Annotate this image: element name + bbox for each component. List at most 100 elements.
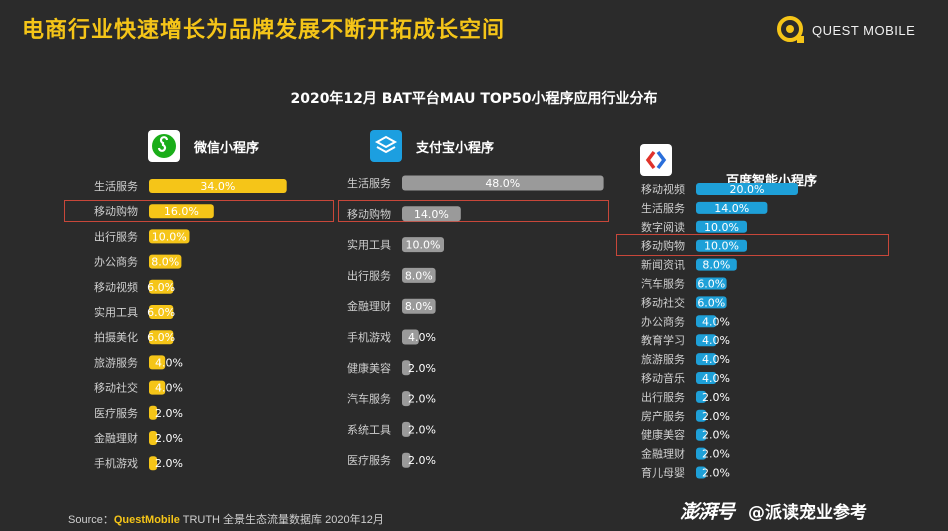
baidu-value-label: 2.0% (702, 467, 730, 480)
source-brand: QuestMobile (113, 514, 180, 526)
questmobile-brand: QUEST MOBILE (776, 15, 915, 45)
wechat-highlight-box (64, 200, 334, 222)
baidu-value-label: 2.0% (702, 429, 730, 442)
wechat-panel-header: 微信小程序 (148, 130, 259, 162)
questmobile-logo-icon (777, 16, 804, 43)
wechat-value-label: 34.0% (200, 180, 235, 193)
alipay-category-label: 实用工具 (347, 238, 391, 252)
wechat-value-label: 2.0% (155, 407, 183, 420)
page-title: 电商行业快速增长为品牌发展不断开拓成长空间 (22, 18, 506, 43)
baidu-bar (696, 220, 747, 233)
baidu-bar (696, 296, 727, 309)
wechat-category-label: 拍摄美化 (94, 330, 138, 344)
baidu-bar (696, 466, 707, 479)
baidu-bar (696, 409, 707, 422)
baidu-bar (696, 334, 717, 347)
baidu-category-label: 移动购物 (641, 239, 685, 253)
wechat-value-label: 16.0% (164, 205, 199, 218)
alipay-panel-header: 支付宝小程序 (370, 130, 494, 162)
source-detail: TRUTH 全景生态流量数据库 2020年12月 (179, 514, 384, 526)
wechat-category-label: 金融理财 (94, 431, 138, 445)
baidu-category-label: 健康美容 (641, 428, 685, 442)
alipay-value-label: 2.0% (408, 423, 436, 436)
wechat-bar (149, 279, 174, 294)
wechat-miniprogram-icon (148, 130, 180, 162)
alipay-category-label: 汽车服务 (347, 392, 391, 406)
baidu-bar (696, 447, 707, 460)
wechat-value-label: 6.0% (147, 331, 175, 344)
alipay-panel-title: 支付宝小程序 (416, 140, 495, 156)
wechat-category-label: 移动购物 (94, 204, 138, 218)
baidu-category-label: 教育学习 (641, 333, 685, 347)
wechat-bar (149, 380, 166, 395)
baidu-bar (696, 277, 727, 290)
wechat-bar (149, 431, 158, 445)
alipay-category-label: 出行服务 (347, 268, 391, 282)
alipay-miniprogram-icon (370, 130, 402, 162)
wechat-value-label: 6.0% (147, 281, 175, 294)
wechat-bar (149, 179, 287, 193)
alipay-bar (402, 452, 411, 468)
alipay-bar (402, 421, 411, 437)
alipay-highlight-box (338, 200, 609, 222)
baidu-value-label: 14.0% (714, 202, 749, 215)
alipay-value-label: 14.0% (414, 208, 449, 221)
wechat-bar-chart: 生活服务 34.0% 移动购物 16.0% 出行服务 10.0% 办公商务 8.0% 移动视频 6… (94, 179, 287, 471)
wechat-category-label: 旅游服务 (94, 355, 138, 369)
wechat-bar (149, 305, 174, 319)
wechat-category-label: 移动社交 (94, 381, 138, 395)
baidu-bar (696, 258, 737, 271)
baidu-value-label: 8.0% (702, 259, 730, 272)
baidu-category-label: 金融理财 (641, 447, 685, 461)
alipay-category-label: 系统工具 (347, 423, 391, 436)
source-footer: Source：QuestMobile TRUTH 全景生态流量数据库 2020年… (68, 511, 384, 527)
alipay-bar (402, 391, 411, 407)
baidu-bar (696, 315, 717, 328)
baidu-bar (696, 353, 717, 366)
baidu-value-label: 10.0% (704, 240, 739, 253)
wechat-value-label: 10.0% (152, 230, 187, 243)
baidu-value-label: 2.0% (702, 391, 730, 404)
source-prefix: Source： (68, 514, 114, 526)
alipay-category-label: 健康美容 (347, 361, 391, 375)
alipay-value-label: 2.0% (408, 362, 436, 375)
baidu-category-label: 汽车服务 (641, 277, 685, 291)
wechat-bar (149, 229, 190, 244)
wechat-bar (149, 405, 158, 420)
alipay-value-label: 48.0% (485, 177, 520, 190)
baidu-category-label: 办公商务 (641, 314, 685, 328)
baidu-category-label: 移动社交 (641, 295, 685, 309)
baidu-value-label: 10.0% (704, 221, 739, 234)
baidu-value-label: 6.0% (697, 296, 725, 309)
alipay-value-label: 4.0% (408, 331, 436, 344)
watermark-logo: 澎湃号 (680, 501, 735, 523)
baidu-value-label: 6.0% (697, 278, 725, 291)
alipay-bar (402, 298, 436, 314)
baidu-bar (696, 239, 747, 252)
baidu-value-label: 4.0% (702, 334, 730, 347)
wechat-bar (149, 355, 166, 370)
alipay-category-label: 金融理财 (347, 299, 391, 313)
alipay-value-label: 8.0% (405, 269, 433, 282)
baidu-category-label: 新闻资讯 (641, 258, 685, 272)
baidu-bar (696, 372, 717, 384)
baidu-category-label: 育儿母婴 (641, 466, 685, 480)
alipay-value-label: 8.0% (405, 300, 433, 313)
baidu-bar-chart: 移动视频 20.0% 生活服务 14.0% 数字阅读 10.0% 移动购物 10.0% 新闻资讯… (641, 182, 798, 480)
alipay-value-label: 10.0% (406, 239, 441, 252)
watermark: 澎湃号 @派读宠业参考 (680, 497, 867, 524)
wechat-value-label: 6.0% (147, 306, 175, 319)
alipay-value-label: 2.0% (408, 454, 436, 467)
wechat-bar (149, 456, 158, 471)
wechat-bar (149, 330, 174, 345)
baidu-category-label: 数字阅读 (641, 220, 685, 234)
baidu-bar (696, 428, 707, 441)
baidu-value-label: 4.0% (702, 315, 730, 328)
baidu-value-label: 4.0% (702, 372, 730, 385)
wechat-category-label: 医疗服务 (94, 406, 138, 420)
alipay-category-label: 生活服务 (347, 176, 391, 190)
alipay-category-label: 手机游戏 (347, 330, 391, 344)
wechat-value-label: 8.0% (151, 256, 179, 269)
baidu-value-label: 2.0% (702, 410, 730, 423)
